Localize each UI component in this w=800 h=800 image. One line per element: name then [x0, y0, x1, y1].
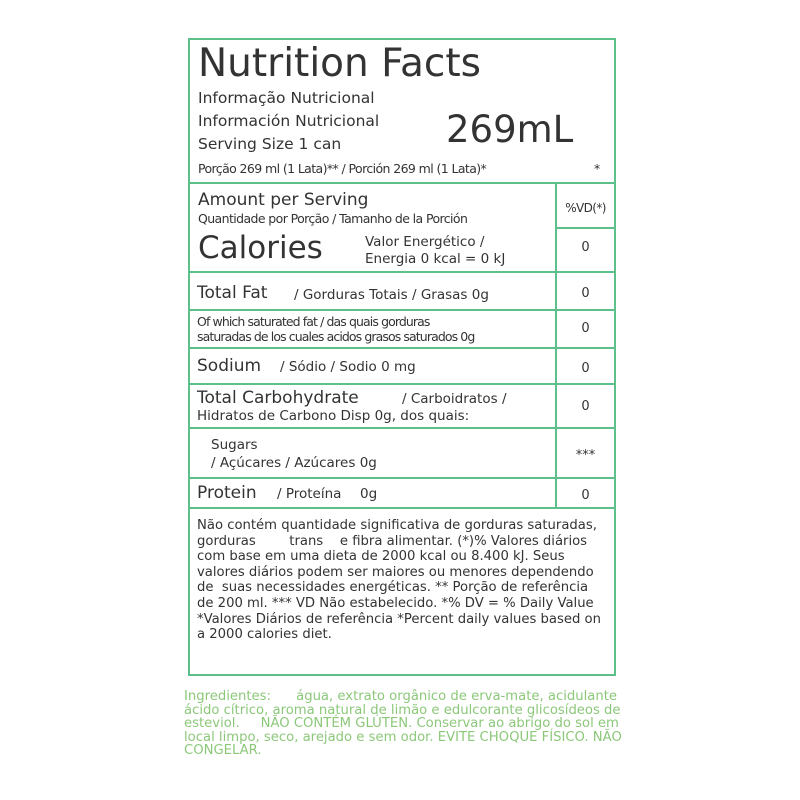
- carbohydrate-desc: / Carboidratos /: [402, 391, 507, 407]
- calories-label: Calories: [198, 230, 323, 266]
- sodium-value: 0: [581, 361, 590, 376]
- saturated-fat-value: 0: [581, 321, 590, 336]
- title-es: Información Nutricional: [198, 112, 380, 130]
- calories-desc: Valor Energético /: [365, 234, 485, 250]
- asterisk: *: [594, 161, 601, 176]
- protein-amount: 0g: [360, 486, 378, 502]
- sugars-desc: / Açúcares / Azúcares 0g: [211, 455, 377, 471]
- total-fat-value: 0: [581, 286, 590, 301]
- divider: [188, 507, 616, 509]
- volume: 269mL: [446, 108, 574, 151]
- amount-title: Amount per Serving: [198, 190, 369, 210]
- carbohydrate-value: 0: [581, 399, 590, 414]
- portion: Porção 269 ml (1 Lata)** / Porción 269 m…: [198, 161, 487, 176]
- calories-desc: Energia 0 kcal = 0 kJ: [365, 251, 506, 267]
- ingredients: Ingredientes: água, extrato orgânico de …: [184, 689, 627, 758]
- carbohydrate-label: Total Carbohydrate: [197, 388, 359, 408]
- footnote: Não contém quantidade significativa de g…: [197, 518, 606, 643]
- divider: [188, 271, 616, 273]
- total-fat-desc: / Gorduras Totais / Grasas 0g: [294, 287, 489, 303]
- sodium-label: Sodium: [197, 356, 262, 376]
- divider: [188, 383, 616, 385]
- divider: [188, 347, 616, 349]
- divider: [188, 309, 616, 311]
- protein-desc: / Proteína: [277, 486, 342, 502]
- protein-value: 0: [581, 488, 590, 503]
- divider: [188, 182, 616, 184]
- calories-value: 0: [581, 240, 590, 255]
- carbohydrate-desc: Hidratos de Carbono Disp 0g, dos quais:: [197, 408, 470, 424]
- nutrition-facts-panel: [188, 38, 616, 676]
- title-pt: Informação Nutricional: [198, 89, 375, 107]
- sugars-value: ***: [575, 448, 596, 463]
- sodium-desc: / Sódio / Sodio 0 mg: [280, 359, 416, 375]
- divider: [555, 227, 616, 229]
- saturated-fat-desc: saturadas de los cuales acidos grasos sa…: [197, 329, 475, 344]
- column-divider: [555, 183, 557, 508]
- amount-subtitle: Quantidade por Porção / Tamanho de la Po…: [198, 211, 468, 226]
- saturated-fat-label: Of which saturated fat / das quais gordu…: [197, 314, 430, 329]
- title: Nutrition Facts: [198, 41, 481, 86]
- total-fat-label: Total Fat: [197, 283, 268, 303]
- divider: [188, 477, 616, 479]
- serving-size: Serving Size 1 can: [198, 135, 342, 153]
- divider: [188, 427, 616, 429]
- vd-header: %VD(*): [565, 201, 606, 215]
- sugars-label: Sugars: [211, 437, 258, 453]
- protein-label: Protein: [197, 483, 257, 503]
